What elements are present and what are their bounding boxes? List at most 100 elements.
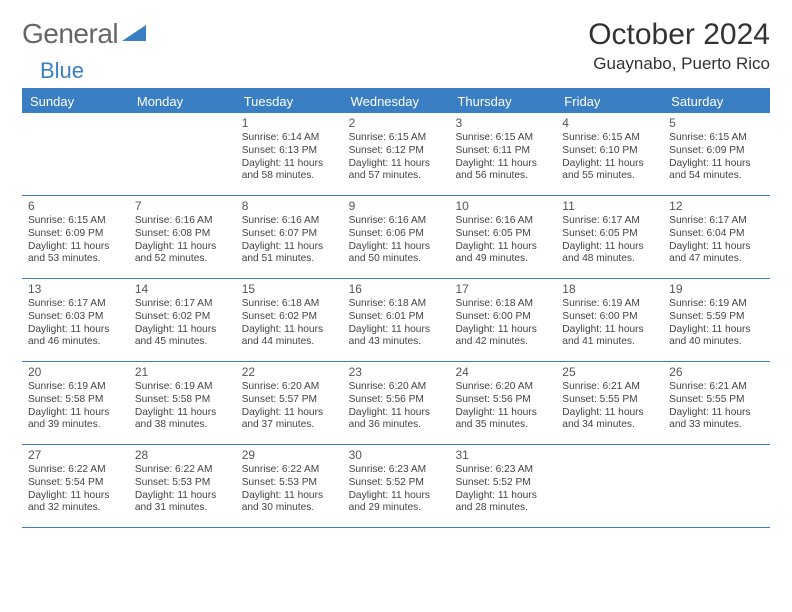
sunrise-text: Sunrise: 6:22 AM bbox=[135, 464, 230, 477]
sunset-text: Sunset: 5:52 PM bbox=[349, 477, 444, 490]
calendar-day: 3Sunrise: 6:15 AMSunset: 6:11 PMDaylight… bbox=[449, 113, 556, 195]
calendar-day: 4Sunrise: 6:15 AMSunset: 6:10 PMDaylight… bbox=[556, 113, 663, 195]
daylight-text: Daylight: 11 hours and 45 minutes. bbox=[135, 324, 230, 350]
sunrise-text: Sunrise: 6:19 AM bbox=[562, 298, 657, 311]
day-number: 30 bbox=[349, 448, 444, 463]
calendar-header: SundayMondayTuesdayWednesdayThursdayFrid… bbox=[22, 90, 770, 113]
calendar-day: 13Sunrise: 6:17 AMSunset: 6:03 PMDayligh… bbox=[22, 279, 129, 361]
sunset-text: Sunset: 6:00 PM bbox=[455, 311, 550, 324]
day-number: 3 bbox=[455, 116, 550, 131]
logo-triangle-icon bbox=[118, 18, 148, 50]
sunset-text: Sunset: 5:57 PM bbox=[242, 394, 337, 407]
sunset-text: Sunset: 5:56 PM bbox=[455, 394, 550, 407]
daylight-text: Daylight: 11 hours and 44 minutes. bbox=[242, 324, 337, 350]
calendar-day: 20Sunrise: 6:19 AMSunset: 5:58 PMDayligh… bbox=[22, 362, 129, 444]
day-header: Wednesday bbox=[343, 90, 450, 113]
sunrise-text: Sunrise: 6:22 AM bbox=[242, 464, 337, 477]
calendar-day-empty bbox=[556, 445, 663, 527]
calendar-day: 9Sunrise: 6:16 AMSunset: 6:06 PMDaylight… bbox=[343, 196, 450, 278]
sunrise-text: Sunrise: 6:19 AM bbox=[135, 381, 230, 394]
day-number: 4 bbox=[562, 116, 657, 131]
sunrise-text: Sunrise: 6:18 AM bbox=[349, 298, 444, 311]
calendar-day: 18Sunrise: 6:19 AMSunset: 6:00 PMDayligh… bbox=[556, 279, 663, 361]
calendar-day: 10Sunrise: 6:16 AMSunset: 6:05 PMDayligh… bbox=[449, 196, 556, 278]
day-number: 17 bbox=[455, 282, 550, 297]
daylight-text: Daylight: 11 hours and 28 minutes. bbox=[455, 490, 550, 516]
calendar: SundayMondayTuesdayWednesdayThursdayFrid… bbox=[22, 88, 770, 528]
calendar-week: 1Sunrise: 6:14 AMSunset: 6:13 PMDaylight… bbox=[22, 113, 770, 196]
sunrise-text: Sunrise: 6:18 AM bbox=[242, 298, 337, 311]
calendar-day: 25Sunrise: 6:21 AMSunset: 5:55 PMDayligh… bbox=[556, 362, 663, 444]
day-number: 28 bbox=[135, 448, 230, 463]
day-number: 25 bbox=[562, 365, 657, 380]
calendar-week: 20Sunrise: 6:19 AMSunset: 5:58 PMDayligh… bbox=[22, 362, 770, 445]
sunset-text: Sunset: 6:12 PM bbox=[349, 145, 444, 158]
day-number: 15 bbox=[242, 282, 337, 297]
sunset-text: Sunset: 6:05 PM bbox=[562, 228, 657, 241]
calendar-body: 1Sunrise: 6:14 AMSunset: 6:13 PMDaylight… bbox=[22, 113, 770, 528]
daylight-text: Daylight: 11 hours and 55 minutes. bbox=[562, 158, 657, 184]
sunrise-text: Sunrise: 6:17 AM bbox=[562, 215, 657, 228]
daylight-text: Daylight: 11 hours and 35 minutes. bbox=[455, 407, 550, 433]
sunrise-text: Sunrise: 6:20 AM bbox=[349, 381, 444, 394]
daylight-text: Daylight: 11 hours and 29 minutes. bbox=[349, 490, 444, 516]
sunset-text: Sunset: 5:53 PM bbox=[242, 477, 337, 490]
calendar-day: 6Sunrise: 6:15 AMSunset: 6:09 PMDaylight… bbox=[22, 196, 129, 278]
sunset-text: Sunset: 6:02 PM bbox=[242, 311, 337, 324]
day-number: 5 bbox=[669, 116, 764, 131]
day-number: 12 bbox=[669, 199, 764, 214]
day-number: 27 bbox=[28, 448, 123, 463]
sunset-text: Sunset: 6:11 PM bbox=[455, 145, 550, 158]
sunrise-text: Sunrise: 6:16 AM bbox=[455, 215, 550, 228]
sunset-text: Sunset: 6:02 PM bbox=[135, 311, 230, 324]
sunrise-text: Sunrise: 6:23 AM bbox=[455, 464, 550, 477]
calendar-day-empty bbox=[22, 113, 129, 195]
day-header: Sunday bbox=[22, 90, 129, 113]
calendar-week: 6Sunrise: 6:15 AMSunset: 6:09 PMDaylight… bbox=[22, 196, 770, 279]
sunrise-text: Sunrise: 6:20 AM bbox=[242, 381, 337, 394]
sunset-text: Sunset: 5:58 PM bbox=[135, 394, 230, 407]
day-number: 16 bbox=[349, 282, 444, 297]
sunset-text: Sunset: 6:10 PM bbox=[562, 145, 657, 158]
sunset-text: Sunset: 6:00 PM bbox=[562, 311, 657, 324]
daylight-text: Daylight: 11 hours and 34 minutes. bbox=[562, 407, 657, 433]
brand-logo: General bbox=[22, 18, 148, 50]
calendar-day-empty bbox=[129, 113, 236, 195]
day-header: Saturday bbox=[663, 90, 770, 113]
daylight-text: Daylight: 11 hours and 46 minutes. bbox=[28, 324, 123, 350]
daylight-text: Daylight: 11 hours and 54 minutes. bbox=[669, 158, 764, 184]
calendar-day: 22Sunrise: 6:20 AMSunset: 5:57 PMDayligh… bbox=[236, 362, 343, 444]
day-header: Thursday bbox=[449, 90, 556, 113]
calendar-day: 1Sunrise: 6:14 AMSunset: 6:13 PMDaylight… bbox=[236, 113, 343, 195]
day-number: 29 bbox=[242, 448, 337, 463]
calendar-day: 31Sunrise: 6:23 AMSunset: 5:52 PMDayligh… bbox=[449, 445, 556, 527]
sunrise-text: Sunrise: 6:21 AM bbox=[562, 381, 657, 394]
day-number: 23 bbox=[349, 365, 444, 380]
day-number: 22 bbox=[242, 365, 337, 380]
daylight-text: Daylight: 11 hours and 36 minutes. bbox=[349, 407, 444, 433]
calendar-day-empty bbox=[663, 445, 770, 527]
sunset-text: Sunset: 5:52 PM bbox=[455, 477, 550, 490]
daylight-text: Daylight: 11 hours and 42 minutes. bbox=[455, 324, 550, 350]
daylight-text: Daylight: 11 hours and 53 minutes. bbox=[28, 241, 123, 267]
calendar-day: 21Sunrise: 6:19 AMSunset: 5:58 PMDayligh… bbox=[129, 362, 236, 444]
daylight-text: Daylight: 11 hours and 43 minutes. bbox=[349, 324, 444, 350]
calendar-day: 11Sunrise: 6:17 AMSunset: 6:05 PMDayligh… bbox=[556, 196, 663, 278]
day-number: 18 bbox=[562, 282, 657, 297]
calendar-day: 30Sunrise: 6:23 AMSunset: 5:52 PMDayligh… bbox=[343, 445, 450, 527]
sunset-text: Sunset: 6:09 PM bbox=[669, 145, 764, 158]
sunrise-text: Sunrise: 6:15 AM bbox=[28, 215, 123, 228]
daylight-text: Daylight: 11 hours and 52 minutes. bbox=[135, 241, 230, 267]
daylight-text: Daylight: 11 hours and 49 minutes. bbox=[455, 241, 550, 267]
daylight-text: Daylight: 11 hours and 38 minutes. bbox=[135, 407, 230, 433]
sunrise-text: Sunrise: 6:20 AM bbox=[455, 381, 550, 394]
day-number: 10 bbox=[455, 199, 550, 214]
daylight-text: Daylight: 11 hours and 33 minutes. bbox=[669, 407, 764, 433]
calendar-day: 7Sunrise: 6:16 AMSunset: 6:08 PMDaylight… bbox=[129, 196, 236, 278]
calendar-week: 27Sunrise: 6:22 AMSunset: 5:54 PMDayligh… bbox=[22, 445, 770, 528]
day-number: 13 bbox=[28, 282, 123, 297]
calendar-day: 24Sunrise: 6:20 AMSunset: 5:56 PMDayligh… bbox=[449, 362, 556, 444]
day-number: 21 bbox=[135, 365, 230, 380]
sunrise-text: Sunrise: 6:23 AM bbox=[349, 464, 444, 477]
sunset-text: Sunset: 6:08 PM bbox=[135, 228, 230, 241]
